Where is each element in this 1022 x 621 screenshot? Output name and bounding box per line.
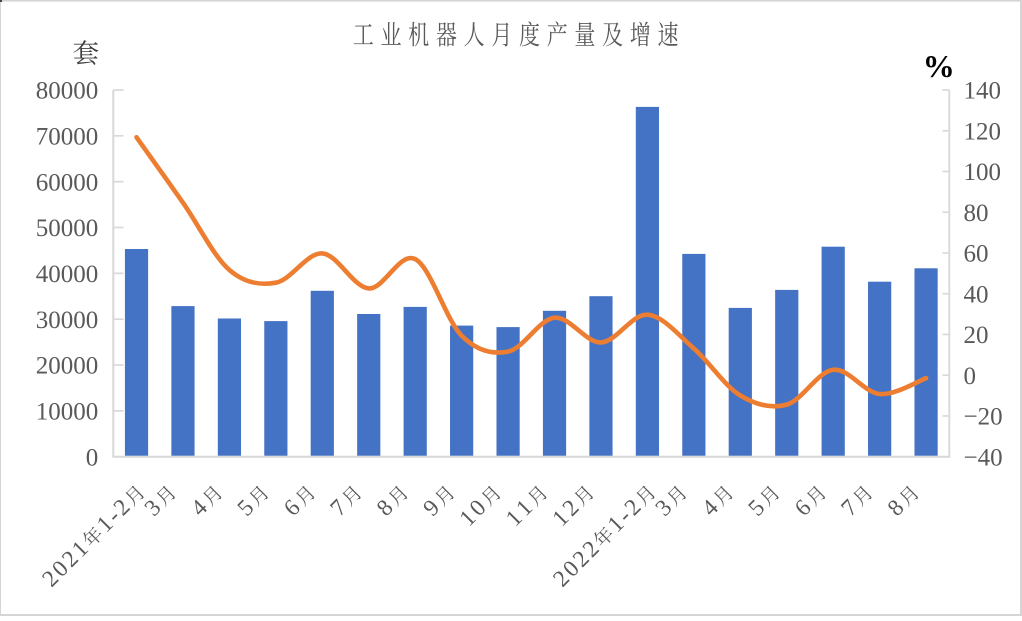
svg-text:−20: −20: [964, 404, 1003, 431]
svg-text:50000: 50000: [36, 215, 99, 242]
svg-text:20: 20: [964, 322, 989, 349]
svg-text:80000: 80000: [36, 78, 99, 105]
svg-text:30000: 30000: [36, 307, 99, 334]
svg-text:40000: 40000: [36, 261, 99, 288]
svg-text:60000: 60000: [36, 169, 99, 196]
svg-text:120: 120: [964, 118, 1002, 145]
svg-text:%: %: [923, 48, 955, 84]
svg-text:70000: 70000: [36, 123, 99, 150]
svg-text:100: 100: [964, 159, 1002, 186]
svg-text:20000: 20000: [36, 353, 99, 380]
svg-text:60: 60: [964, 241, 989, 268]
svg-text:0: 0: [86, 444, 99, 471]
svg-text:80: 80: [964, 200, 989, 227]
svg-text:40: 40: [964, 281, 989, 308]
svg-text:140: 140: [964, 78, 1002, 105]
svg-text:0: 0: [964, 363, 977, 390]
svg-text:−40: −40: [964, 444, 1003, 471]
svg-text:10000: 10000: [36, 398, 99, 425]
